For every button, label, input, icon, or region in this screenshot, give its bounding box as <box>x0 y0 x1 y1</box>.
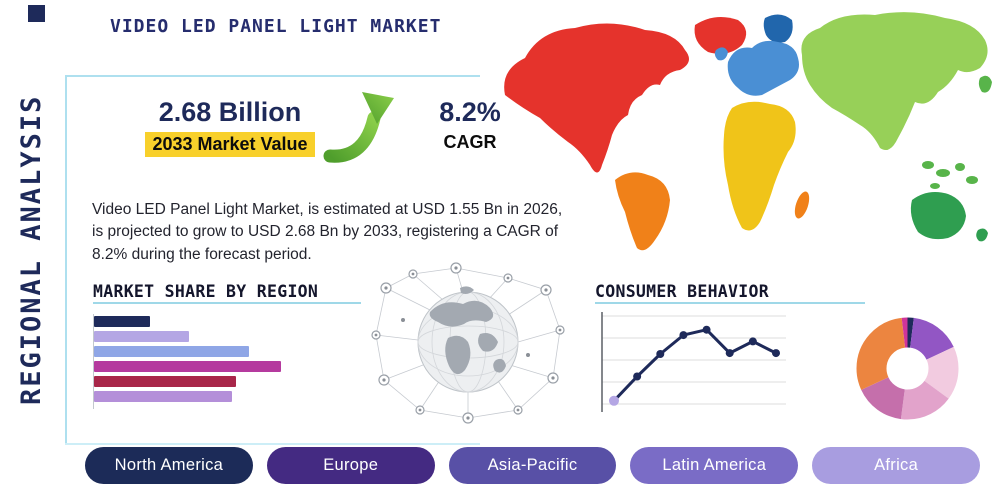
donut-segment-4 <box>856 317 959 420</box>
line-chart-gridlines <box>602 315 786 405</box>
market-share-bar-5 <box>94 376 236 387</box>
market-share-bar-2 <box>94 331 189 342</box>
map-region-south-america <box>615 172 670 251</box>
line-marker-5 <box>702 325 711 334</box>
region-button-label: Africa <box>874 456 919 474</box>
region-button-europe[interactable]: Europe <box>266 447 435 484</box>
market-description: Video LED Panel Light Market, is estimat… <box>92 200 563 264</box>
cagr-caption: CAGR <box>443 131 497 152</box>
consumer-behavior-heading: CONSUMER BEHAVIOR <box>595 282 769 301</box>
growth-arrow-icon <box>323 92 394 163</box>
market-share-underline <box>93 302 361 304</box>
map-region-africa <box>723 101 796 231</box>
page-title: VIDEO LED PANEL LIGHT MARKET <box>110 16 442 37</box>
map-region-australia <box>910 192 966 240</box>
region-button-label: Europe <box>323 456 379 474</box>
line-marker-6 <box>725 349 734 358</box>
region-button-north-america[interactable]: North America <box>85 447 253 484</box>
market-share-bar-1 <box>94 316 150 327</box>
regional-share-donut-chart <box>855 316 960 421</box>
map-region-uk <box>714 47 728 61</box>
market-value-caption: 2033 Market Value <box>145 131 315 157</box>
cagr-stat: 8.2% CAGR <box>415 97 525 153</box>
line-marker-7 <box>748 337 757 346</box>
donut-segment-7 <box>856 317 959 420</box>
market-share-bar-6 <box>94 391 232 402</box>
line-marker-2 <box>633 372 642 381</box>
region-button-asia-pacific[interactable]: Asia-Pacific <box>448 447 617 484</box>
region-button-label: Latin America <box>662 456 767 474</box>
cagr-number: 8.2% <box>439 97 501 127</box>
network-nodes <box>371 262 565 424</box>
map-region-southeast-asia-islands <box>922 161 978 189</box>
map-region-europe <box>727 40 799 96</box>
region-button-label: Asia-Pacific <box>487 456 578 474</box>
line-marker-3 <box>656 350 665 358</box>
market-value-number: 2.68 Billion <box>158 97 302 127</box>
market-value-stat: 2.68 Billion 2033 Market Value <box>100 97 360 157</box>
globe-landmasses <box>429 286 506 375</box>
consumer-behavior-trend-line <box>612 328 778 403</box>
donut-segment-3 <box>856 317 959 420</box>
map-region-scandinavia <box>763 14 793 43</box>
donut-segment-6 <box>856 317 959 420</box>
content-frame-top <box>65 75 480 77</box>
world-map <box>480 0 1000 262</box>
map-region-japan <box>978 75 992 93</box>
market-share-bar-4 <box>94 361 281 372</box>
market-share-bar-3 <box>94 346 249 357</box>
line-marker-4 <box>679 331 688 340</box>
consumer-behavior-line-chart <box>598 308 790 420</box>
region-button-africa[interactable]: Africa <box>812 447 980 484</box>
market-share-heading: MARKET SHARE BY REGION <box>93 282 319 301</box>
content-frame-bottom <box>65 443 480 445</box>
consumer-behavior-underline <box>595 302 865 304</box>
vertical-title: REGIONAL ANALYSIS <box>16 94 47 406</box>
line-marker-1 <box>609 395 619 406</box>
region-button-latin-america[interactable]: Latin America <box>630 447 799 484</box>
market-share-bar-chart <box>94 316 284 406</box>
map-region-north-america <box>504 23 689 173</box>
line-marker-8 <box>772 349 780 358</box>
region-button-label: North America <box>114 456 224 474</box>
map-region-madagascar <box>794 191 810 219</box>
globe-network-illustration <box>368 260 573 426</box>
bar-chart-axis <box>93 314 94 409</box>
content-frame-left <box>65 75 67 445</box>
corner-accent-square <box>28 5 45 22</box>
region-button-row: North America Europe Asia-Pacific Latin … <box>85 447 980 484</box>
map-region-new-zealand <box>976 228 988 242</box>
map-region-asia <box>801 12 988 151</box>
map-region-greenland <box>694 16 747 54</box>
